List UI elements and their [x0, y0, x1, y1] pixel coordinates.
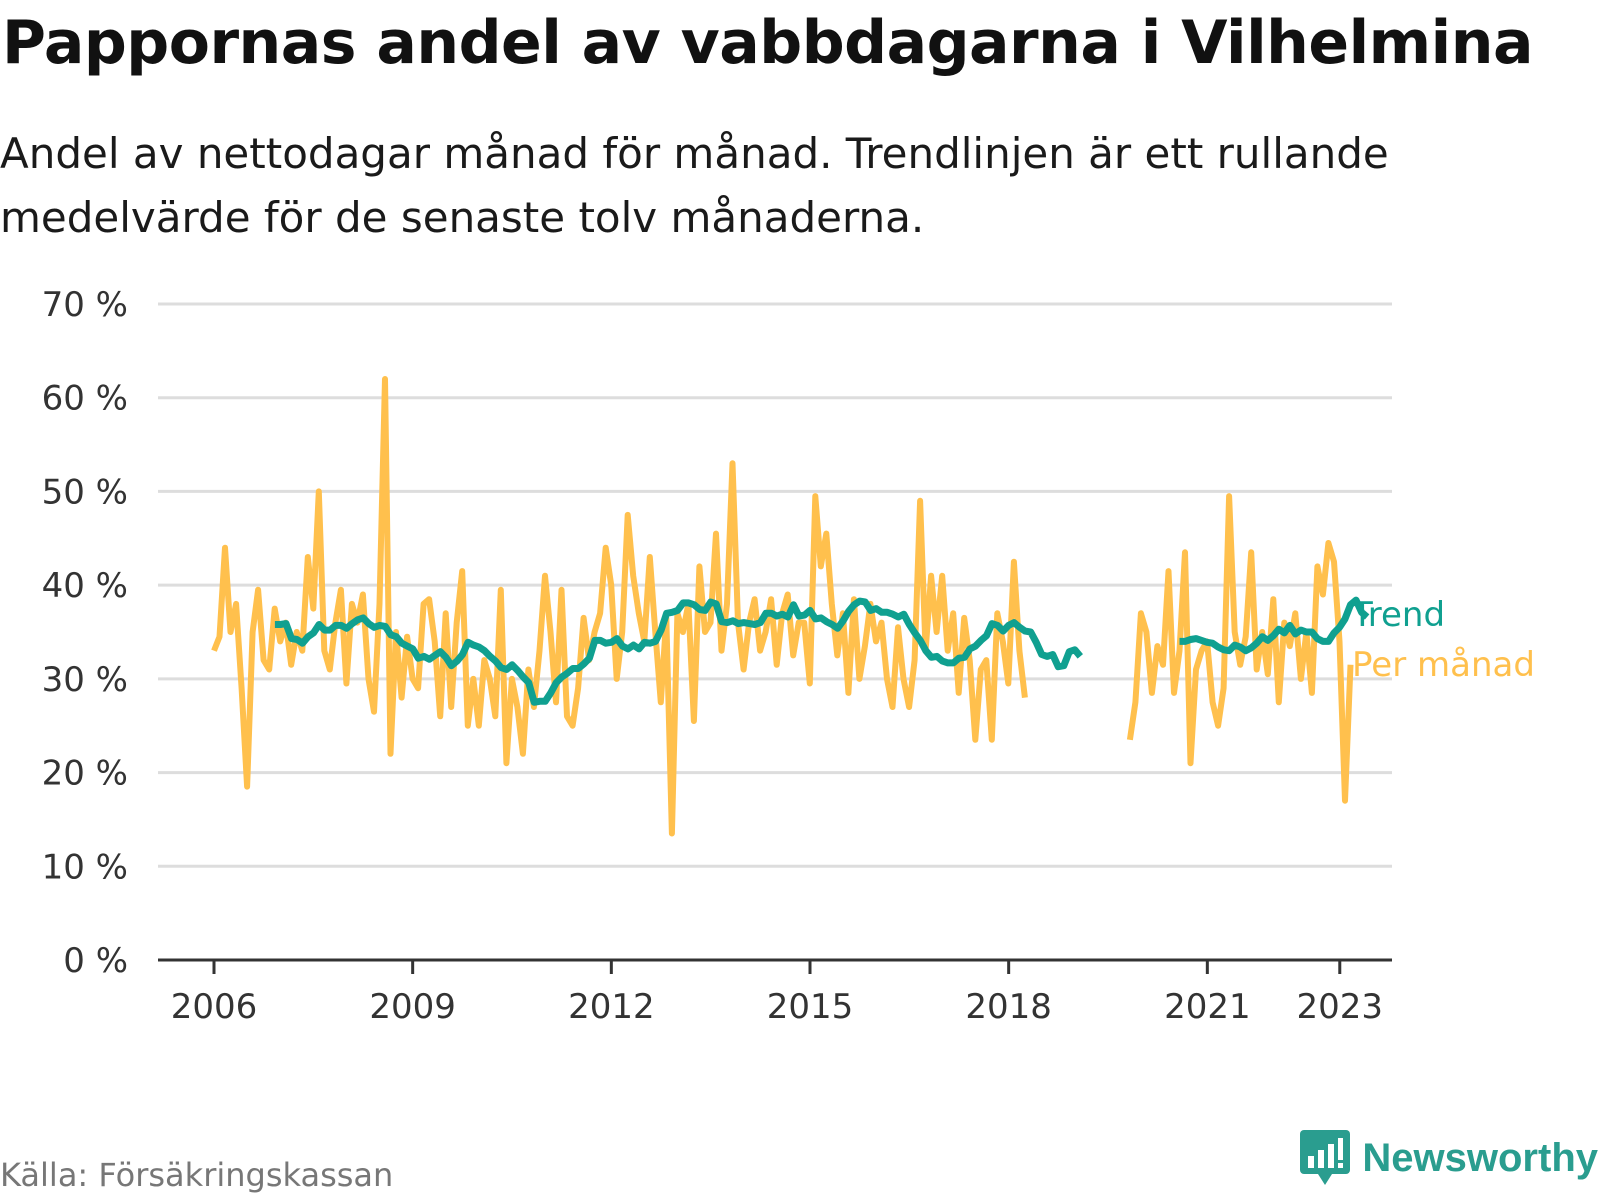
y-tick-label: 40 %: [42, 566, 128, 606]
y-tick-label: 50 %: [42, 472, 128, 512]
x-tick-label: 2009: [369, 987, 456, 1027]
trend-series-line: [274, 597, 1083, 706]
brand-name: Newsworthy: [1362, 1135, 1598, 1180]
trend-series-line: [1179, 596, 1370, 655]
source-note: Källa: Försäkringskassan: [0, 1156, 394, 1194]
x-tick-label: 2021: [1164, 987, 1251, 1027]
y-axis-ticks: 0 % 10 % 20 % 30 % 40 % 50 % 60 % 70 %: [42, 285, 128, 981]
x-tick-label: 2018: [965, 987, 1052, 1027]
monthly-series-line: [1126, 493, 1354, 804]
gridlines: [158, 302, 1392, 868]
y-tick-label: 0 %: [63, 941, 128, 981]
x-tick-label: 2015: [767, 987, 854, 1027]
y-tick-label: 30 %: [42, 660, 128, 700]
monthly-series-label: Per månad: [1352, 645, 1535, 685]
y-tick-label: 70 %: [42, 285, 128, 325]
newsworthy-logo-icon: [1300, 1130, 1351, 1185]
y-tick-label: 60 %: [42, 379, 128, 419]
series-lines: [211, 376, 1370, 837]
y-tick-label: 20 %: [42, 754, 128, 794]
x-tick-label: 2006: [171, 987, 258, 1027]
trend-series-label: Trend: [1351, 595, 1445, 635]
x-axis: 2006 2009 2012 2015 2018 2021 2023: [158, 958, 1392, 1027]
x-tick-label: 2012: [568, 987, 655, 1027]
brand-logo: Newsworthy: [1300, 1130, 1598, 1186]
monthly-series-line: [211, 376, 1028, 837]
y-tick-label: 10 %: [42, 847, 128, 887]
series-labels: Trend Per månad: [1351, 595, 1535, 685]
chart-title: Pappornas andel av vabbdagarna i Vilhelm…: [2, 8, 1533, 78]
x-tick-label: 2023: [1297, 987, 1384, 1027]
chart-subtitle: Andel av nettodagar månad för månad. Tre…: [0, 129, 1389, 242]
